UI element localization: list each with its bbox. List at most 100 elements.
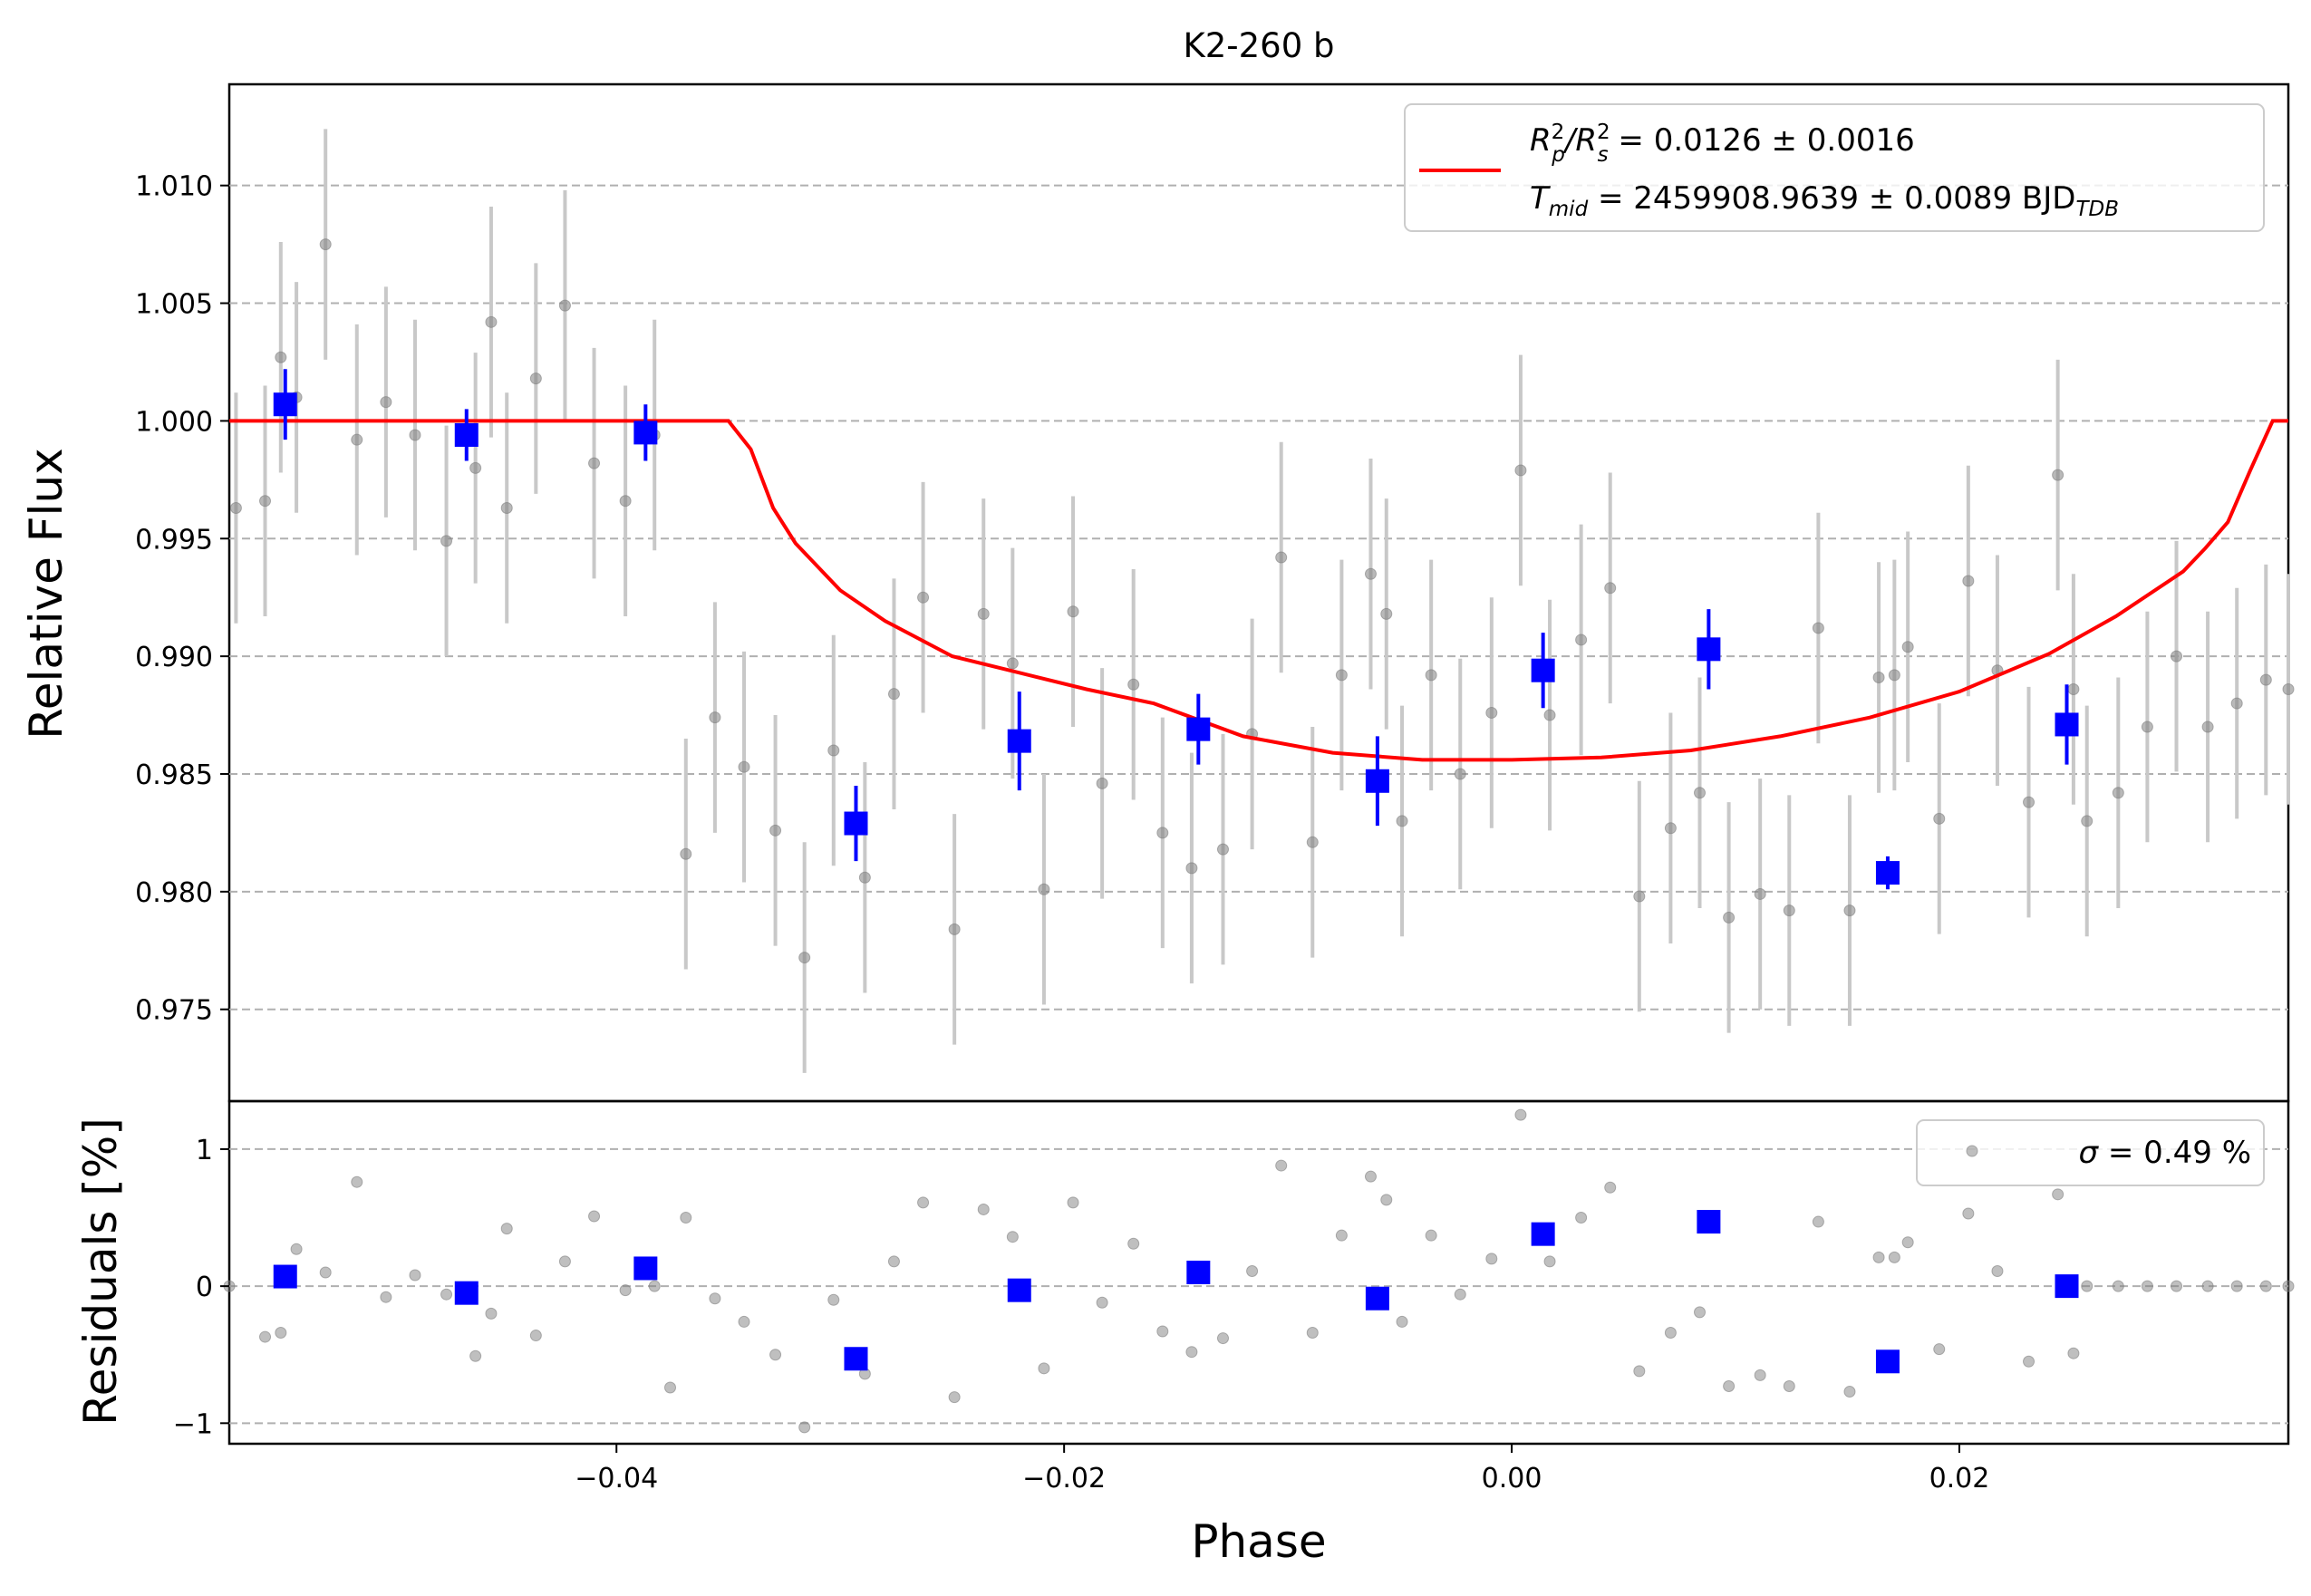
flux-data-point xyxy=(1754,887,1766,900)
residual-data-point xyxy=(738,1315,750,1328)
flux-data-point xyxy=(1067,605,1079,618)
flux-data-point xyxy=(2259,673,2272,686)
residual-data-point xyxy=(2201,1280,2214,1292)
residual-binned-point xyxy=(273,1264,297,1289)
flux-binned-point xyxy=(633,421,658,445)
flux-data-point xyxy=(1425,669,1437,682)
residual-data-point xyxy=(469,1349,482,1362)
residual-data-point xyxy=(664,1381,677,1394)
residuals-y-ticks: −1 0 1 xyxy=(173,1135,229,1440)
residual-data-point xyxy=(259,1330,272,1343)
residuals-y-tick-label: 0 xyxy=(196,1272,213,1303)
phase-x-tick-label: −0.02 xyxy=(1022,1463,1106,1494)
residual-data-point xyxy=(1604,1181,1617,1194)
flux-data-point xyxy=(709,711,721,724)
residual-data-point xyxy=(2141,1280,2153,1292)
residuals-y-tick-label: −1 xyxy=(173,1408,213,1440)
residual-data-point xyxy=(769,1349,782,1361)
residual-data-point xyxy=(917,1196,930,1209)
flux-data-point xyxy=(275,351,287,363)
flux-data-point xyxy=(1783,904,1795,917)
residual-data-point xyxy=(1812,1215,1824,1228)
residual-data-point xyxy=(619,1284,632,1297)
residual-data-point xyxy=(2171,1280,2183,1292)
residual-data-point xyxy=(948,1391,961,1404)
phase-x-tick-label: 0.02 xyxy=(1929,1463,1990,1494)
phase-x-axis-label: Phase xyxy=(1191,1515,1326,1568)
flux-y-tick-label: 0.985 xyxy=(135,759,213,791)
residuals-legend: σ = 0.49 % xyxy=(1916,1119,2265,1186)
residuals-y-tick-label: 1 xyxy=(196,1135,213,1166)
flux-data-point xyxy=(1364,567,1377,580)
flux-data-point xyxy=(2141,721,2153,733)
chart-title: K2-260 b xyxy=(1183,26,1334,65)
flux-binned-point xyxy=(273,392,297,417)
residuals-legend-marker xyxy=(1966,1145,1978,1157)
flux-y-ticks: 0.975 0.980 0.985 0.990 0.995 1.000 1.005 1.010 xyxy=(135,171,229,1027)
residual-data-point xyxy=(1991,1264,2004,1277)
residual-data-point xyxy=(351,1175,363,1188)
residual-data-point xyxy=(887,1255,900,1268)
residual-data-point xyxy=(2023,1355,2035,1368)
legend-tmid-value: = 2459908.9639 ± 0.0089 BJD xyxy=(1588,180,2075,217)
residual-data-point xyxy=(648,1280,661,1292)
residual-data-point xyxy=(1185,1346,1198,1359)
flux-data-point xyxy=(1380,607,1393,620)
flux-data-point xyxy=(1396,815,1408,827)
flux-data-point xyxy=(1127,678,1140,691)
residual-data-point xyxy=(1006,1231,1019,1243)
flux-data-point xyxy=(1843,904,1856,917)
flux-data-point xyxy=(380,396,392,409)
residual-data-point xyxy=(1633,1365,1646,1378)
residual-binned-point xyxy=(2055,1274,2079,1299)
flux-data-point xyxy=(858,871,871,884)
residual-binned-point xyxy=(633,1256,658,1281)
residuals-binned-points xyxy=(273,1210,2079,1374)
legend-t-sub: mid xyxy=(1549,198,1589,221)
residuals-y-axis-label: Residuals [%] xyxy=(74,1117,127,1426)
transit-model-curve xyxy=(229,419,2288,762)
residual-data-point xyxy=(1843,1386,1856,1398)
flux-data-point xyxy=(1216,843,1229,856)
flux-data-point xyxy=(409,429,421,441)
flux-data-point xyxy=(1275,551,1288,564)
legend-radius-ratio-text: R2 p/R2 s = 0.0126 ± 0.0016 xyxy=(1530,121,1915,167)
flux-data-point xyxy=(259,495,272,508)
flux-data-point xyxy=(2201,721,2214,733)
flux-data-point xyxy=(1156,827,1169,839)
residual-data-point xyxy=(2112,1280,2124,1292)
flux-data-point xyxy=(440,535,453,547)
flux-y-tick-label: 0.990 xyxy=(135,642,213,673)
flux-binned-points xyxy=(273,369,2079,890)
flux-data-point xyxy=(1575,634,1588,646)
flux-panel: 0.975 0.980 0.985 0.990 0.995 1.000 1.005 1.010… xyxy=(20,82,2295,1103)
legend-r-symbol: R xyxy=(1530,122,1552,159)
flux-data-point xyxy=(619,495,632,508)
legend-radius-ratio-value: = 0.0126 ± 0.0016 xyxy=(1609,122,1915,159)
residuals-legend-box xyxy=(1916,1119,2265,1186)
residual-data-point xyxy=(2230,1280,2243,1292)
residual-data-point xyxy=(2067,1347,2080,1359)
residual-data-point xyxy=(558,1255,571,1268)
flux-data-point xyxy=(1335,669,1348,682)
residual-data-point xyxy=(1127,1237,1140,1250)
flux-data-point xyxy=(2067,682,2080,695)
flux-binned-point xyxy=(454,422,479,447)
legend-rs-symbol: /R xyxy=(1562,122,1597,159)
residual-data-point xyxy=(1038,1362,1050,1375)
flux-data-point xyxy=(351,433,363,446)
residual-data-point xyxy=(588,1210,601,1223)
flux-data-point xyxy=(1694,787,1707,799)
flux-y-tick-label: 0.975 xyxy=(135,995,213,1027)
residual-data-point xyxy=(290,1243,303,1255)
residual-data-point xyxy=(1723,1379,1736,1392)
residual-data-point xyxy=(1872,1251,1885,1263)
residual-binned-point xyxy=(1531,1222,1555,1246)
residual-data-point xyxy=(500,1223,513,1235)
residual-binned-point xyxy=(454,1281,479,1305)
flux-data-point xyxy=(529,372,542,385)
residuals-data-points xyxy=(223,1108,2295,1434)
residual-data-point xyxy=(1425,1229,1437,1242)
flux-binned-point xyxy=(1531,658,1555,682)
